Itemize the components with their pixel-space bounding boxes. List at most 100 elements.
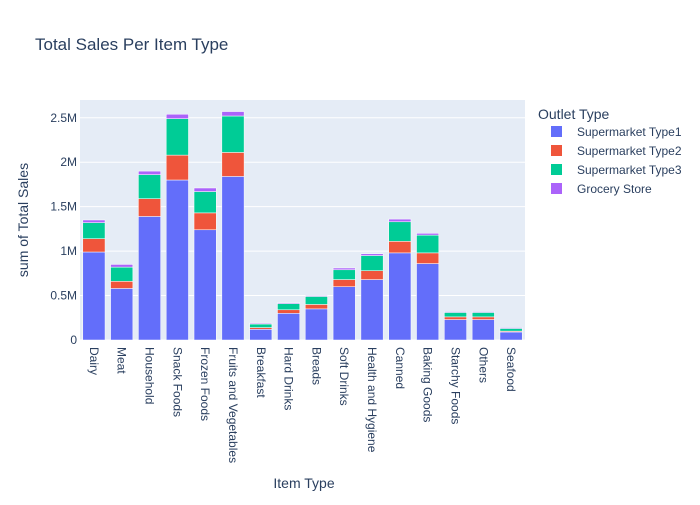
- legend-swatch: [551, 183, 562, 194]
- bar-segment[interactable]: [138, 170, 161, 175]
- bar-segment[interactable]: [165, 154, 189, 181]
- bar-segment[interactable]: [110, 266, 134, 282]
- bar-segment[interactable]: [416, 252, 440, 264]
- y-tick-label: 1.5M: [50, 200, 77, 214]
- bar-segment[interactable]: [444, 311, 467, 313]
- bar-segment[interactable]: [471, 312, 495, 318]
- bar-segment[interactable]: [249, 329, 273, 341]
- bar-segment[interactable]: [360, 255, 384, 271]
- bar-segment[interactable]: [277, 313, 300, 341]
- x-tick-label: Starchy Foods: [448, 347, 462, 424]
- bar-segment[interactable]: [416, 234, 440, 254]
- bar-segment[interactable]: [360, 253, 384, 256]
- bar-segment[interactable]: [499, 327, 523, 329]
- bar-segment[interactable]: [471, 316, 495, 320]
- bar-segment[interactable]: [110, 288, 134, 341]
- bar-segment[interactable]: [165, 179, 189, 341]
- bar-segment[interactable]: [165, 118, 189, 156]
- bar-segment[interactable]: [82, 222, 106, 239]
- bar-segment[interactable]: [165, 113, 189, 119]
- bar-segment[interactable]: [277, 302, 300, 304]
- y-tick-label: 2M: [60, 155, 77, 169]
- x-tick-label: Canned: [393, 347, 407, 389]
- bar-segment[interactable]: [444, 316, 467, 320]
- bar-segment[interactable]: [388, 252, 412, 341]
- x-tick-label: Frozen Foods: [198, 347, 212, 421]
- bar-segment[interactable]: [305, 308, 328, 341]
- bar-segment[interactable]: [221, 111, 245, 117]
- bar-segment[interactable]: [332, 279, 356, 287]
- bar-segment[interactable]: [249, 323, 273, 328]
- x-tick-label: Health and Hygiene: [365, 347, 379, 453]
- bar-segment[interactable]: [221, 176, 245, 341]
- bar-segment[interactable]: [82, 219, 106, 223]
- y-tick-label: 2.5M: [50, 111, 77, 125]
- y-tick-label: 0.5M: [50, 289, 77, 303]
- bar-segment[interactable]: [193, 212, 217, 231]
- bar-segment[interactable]: [388, 241, 412, 254]
- bar-segment[interactable]: [221, 152, 245, 177]
- bar-segment[interactable]: [305, 304, 328, 310]
- bar-segment[interactable]: [499, 331, 523, 341]
- bar-segment[interactable]: [138, 174, 161, 199]
- bar-segment[interactable]: [110, 264, 134, 268]
- bar-segment[interactable]: [193, 187, 217, 192]
- legend-item[interactable]: Supermarket Type3: [551, 163, 682, 177]
- legend-swatch: [551, 126, 562, 137]
- chart-title: Total Sales Per Item Type: [35, 35, 228, 54]
- bar-segment[interactable]: [471, 311, 495, 313]
- x-tick-label: Hard Drinks: [282, 347, 296, 410]
- x-tick-label: Household: [143, 347, 157, 404]
- bar-segment[interactable]: [499, 328, 523, 332]
- bar-segment[interactable]: [193, 229, 217, 341]
- bar-segment[interactable]: [249, 322, 273, 325]
- legend-label: Grocery Store: [577, 182, 652, 196]
- legend-label: Supermarket Type2: [577, 144, 682, 158]
- bar-segment[interactable]: [360, 279, 384, 341]
- bar-segment[interactable]: [221, 115, 245, 153]
- x-tick-label: Others: [476, 347, 490, 383]
- x-tick-label: Dairy: [87, 347, 101, 375]
- bar-segment[interactable]: [82, 238, 106, 253]
- legend-item[interactable]: Grocery Store: [551, 182, 652, 196]
- bar-segment[interactable]: [360, 270, 384, 280]
- bar-segment[interactable]: [82, 251, 106, 341]
- y-axis-title: sum of Total Sales: [15, 163, 31, 277]
- bar-segment[interactable]: [138, 198, 161, 217]
- bar-segment[interactable]: [138, 216, 161, 341]
- x-tick-label: Soft Drinks: [337, 347, 351, 406]
- x-axis-title: Item Type: [273, 475, 334, 491]
- y-axis-ticks: 0 0.5M 1M 1.5M 2M 2.5M: [50, 111, 77, 347]
- bars[interactable]: [82, 111, 523, 341]
- y-tick-label: 1M: [60, 244, 77, 258]
- bar-segment[interactable]: [388, 218, 412, 223]
- x-tick-label: Snack Foods: [170, 347, 184, 417]
- bar-segment[interactable]: [444, 319, 467, 341]
- bar-segment[interactable]: [277, 303, 300, 311]
- bar-segment[interactable]: [193, 191, 217, 214]
- bar-segment[interactable]: [305, 296, 328, 305]
- bar-segment[interactable]: [444, 312, 467, 318]
- x-axis-ticks: Dairy Meat Household Snack Foods Frozen Food…: [87, 347, 518, 463]
- x-tick-label: Breakfast: [254, 347, 268, 398]
- bar-segment[interactable]: [110, 281, 134, 289]
- bar-segment[interactable]: [277, 309, 300, 314]
- legend-item[interactable]: Supermarket Type1: [551, 125, 682, 139]
- bar-segment[interactable]: [332, 286, 356, 341]
- legend[interactable]: Supermarket Type1 Supermarket Type2 Superm…: [551, 125, 682, 196]
- bar-segment[interactable]: [332, 269, 356, 280]
- x-tick-label: Seafood: [504, 347, 518, 392]
- bar-segment[interactable]: [416, 263, 440, 341]
- legend-label: Supermarket Type3: [577, 163, 682, 177]
- legend-item[interactable]: Supermarket Type2: [551, 144, 682, 158]
- bar-segment[interactable]: [388, 221, 412, 242]
- bar-segment[interactable]: [416, 233, 440, 236]
- bar-segment[interactable]: [305, 295, 328, 297]
- bar-segment[interactable]: [249, 327, 273, 330]
- bar-segment[interactable]: [471, 319, 495, 341]
- x-tick-label: Meat: [115, 347, 129, 374]
- bar-segment[interactable]: [332, 267, 356, 271]
- x-tick-label: Baking Goods: [421, 347, 435, 422]
